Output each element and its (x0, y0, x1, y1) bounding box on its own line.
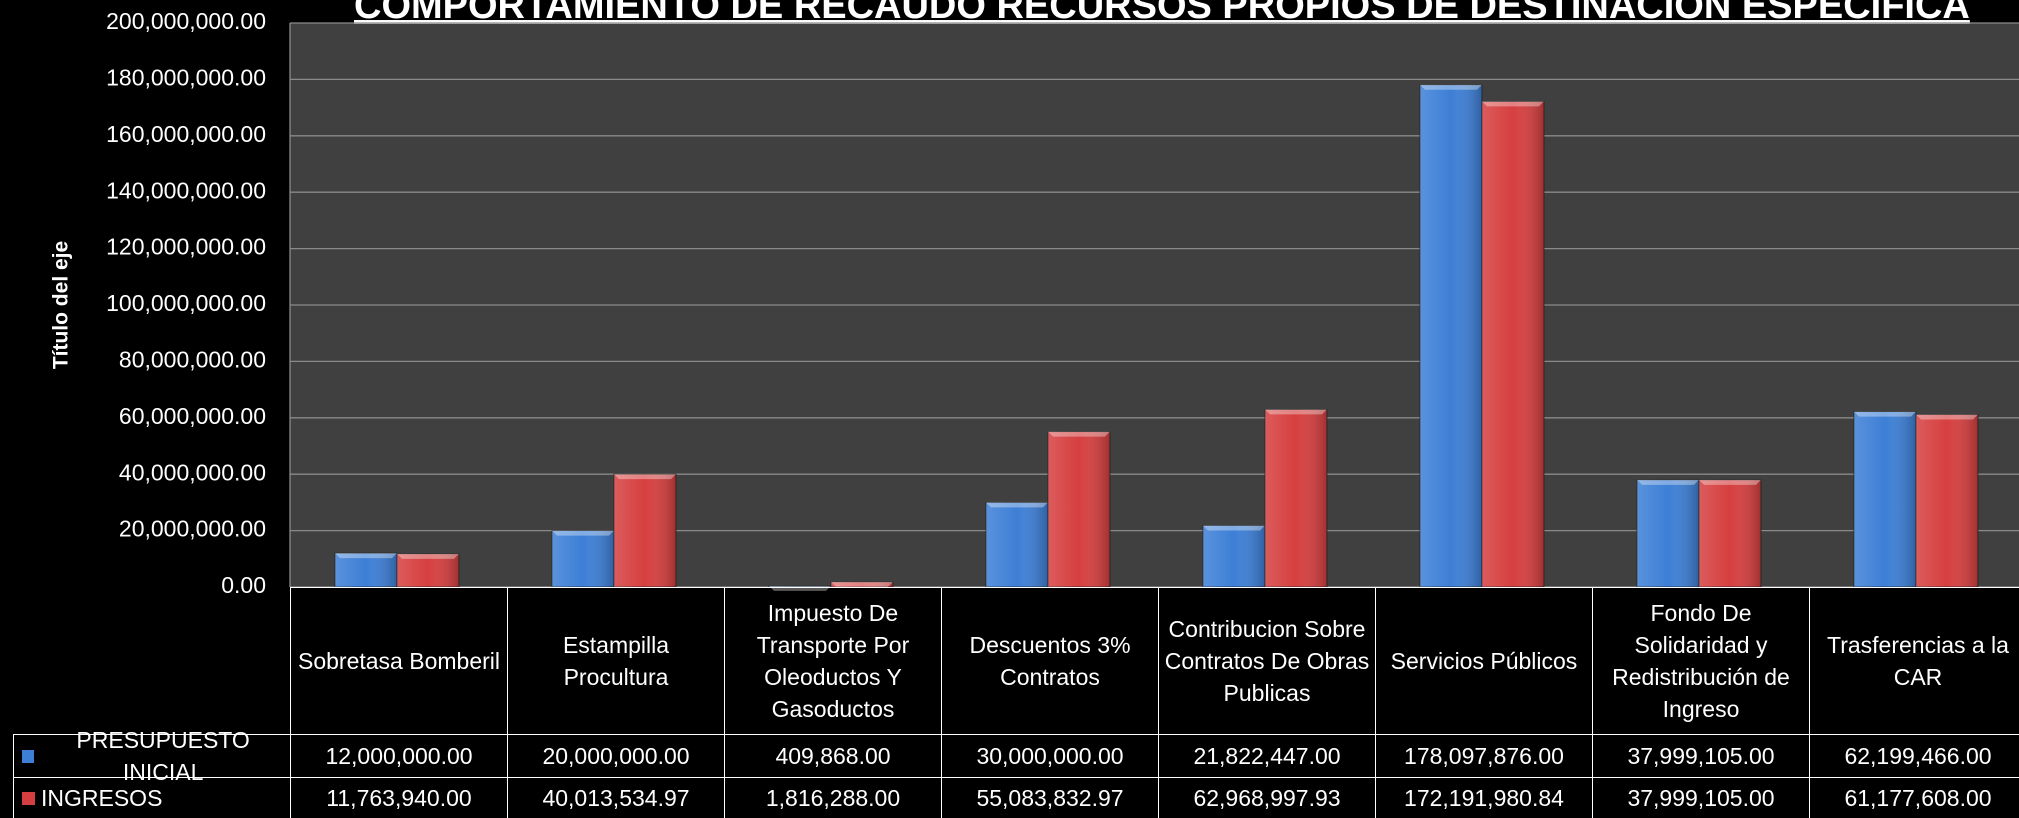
bar-shade (1482, 101, 1544, 588)
value-label: 30,000,000.00 (941, 734, 1159, 778)
value-label: 11,763,940.00 (290, 777, 508, 818)
bar-cap (335, 553, 397, 559)
value-label: 21,822,447.00 (1158, 734, 1376, 778)
bar-cap (397, 553, 459, 559)
bar-cap (831, 581, 893, 587)
legend-entry: INGRESOS (13, 777, 291, 818)
bar-shade (769, 585, 831, 587)
y-tick-label: 180,000,000.00 (106, 64, 266, 90)
value-label: 37,999,105.00 (1592, 777, 1810, 818)
bar-shade (831, 581, 893, 587)
legend-key (22, 791, 35, 805)
bar-shade (552, 530, 614, 587)
y-tick-label: 100,000,000.00 (106, 290, 266, 316)
legend-label: INGRESOS (41, 785, 163, 811)
value-label: 12,000,000.00 (290, 734, 508, 778)
bar-cap (986, 502, 1048, 508)
value-label: 409,868.00 (724, 734, 942, 778)
y-axis-label: Título del eje (50, 241, 73, 369)
bar-cap (614, 474, 676, 480)
bar-shade (1916, 414, 1978, 587)
bar-shade (397, 553, 459, 587)
value-label: 62,199,466.00 (1809, 734, 2019, 778)
category-label: Fondo De Solidaridad y Redistribución de… (1592, 587, 1810, 735)
bar-cap (1203, 525, 1265, 531)
y-tick-label: 20,000,000.00 (119, 516, 266, 542)
value-label: 37,999,105.00 (1592, 734, 1810, 778)
legend-key (22, 749, 35, 763)
bar-shade (1637, 479, 1699, 587)
y-tick-label: 160,000,000.00 (106, 121, 266, 147)
category-label: Contribucion Sobre Contratos De Obras Pu… (1158, 587, 1376, 735)
bar-shade (614, 474, 676, 587)
bar-cap (552, 530, 614, 536)
value-label: 55,083,832.97 (941, 777, 1159, 818)
y-tick-label: 40,000,000.00 (119, 459, 266, 485)
bar-cap (1482, 101, 1544, 107)
category-label: Estampilla Procultura (507, 587, 725, 735)
legend-label: PRESUPUESTO INICIAL (76, 727, 250, 785)
category-label: Descuentos 3% Contratos (941, 587, 1159, 735)
y-tick-label: 120,000,000.00 (106, 234, 266, 260)
bar-shade (335, 553, 397, 587)
bar-cap (1637, 479, 1699, 485)
bar-shade (1854, 411, 1916, 587)
value-label: 178,097,876.00 (1375, 734, 1593, 778)
bar-cap (1420, 84, 1482, 90)
bar-shade (1048, 431, 1110, 587)
bar-cap (1854, 411, 1916, 417)
value-label: 62,968,997.93 (1158, 777, 1376, 818)
bar-shade (1265, 409, 1327, 587)
value-label: 61,177,608.00 (1809, 777, 2019, 818)
bar-shade (1699, 479, 1761, 587)
legend-entry: PRESUPUESTO INICIAL (13, 727, 291, 785)
bar-cap (1699, 479, 1761, 485)
value-label: 172,191,980.84 (1375, 777, 1593, 818)
bar-cap (1265, 409, 1327, 415)
bar-cap (1048, 431, 1110, 437)
category-label: Trasferencias a la CAR (1809, 587, 2019, 735)
y-tick-label: 60,000,000.00 (119, 403, 266, 429)
category-label: Servicios Públicos (1375, 587, 1593, 735)
y-tick-label: 0.00 (221, 572, 266, 598)
y-tick-label: 140,000,000.00 (106, 177, 266, 203)
bar-shade (1203, 525, 1265, 587)
bar-shade (986, 502, 1048, 587)
bar-shade (1420, 84, 1482, 588)
y-tick-label: 80,000,000.00 (119, 346, 266, 372)
bar-cap (1916, 414, 1978, 420)
category-label: Impuesto De Transporte Por Oleoductos Y … (724, 587, 942, 735)
value-label: 40,013,534.97 (507, 777, 725, 818)
value-label: 1,816,288.00 (724, 777, 942, 818)
category-label: Sobretasa Bomberil (290, 587, 508, 735)
y-tick-label: 200,000,000.00 (106, 8, 266, 34)
value-label: 20,000,000.00 (507, 734, 725, 778)
